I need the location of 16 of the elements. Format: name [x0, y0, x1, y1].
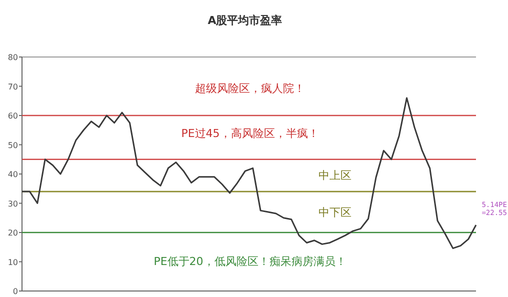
y-tick-label: 0 — [12, 287, 18, 296]
y-tick-label: 40 — [8, 170, 18, 179]
y-tick-label: 20 — [8, 228, 18, 238]
annotation: 中下区 — [318, 206, 352, 219]
y-tick-label: 50 — [8, 140, 18, 150]
y-tick-label: 70 — [8, 82, 18, 92]
y-tick-label: 60 — [8, 112, 18, 120]
line-series — [21, 97, 477, 250]
annotation: PE低于20，低风险区！痴呆病房满员！ — [154, 255, 346, 268]
annotation: PE过45，高风险区，半疯！ — [181, 127, 319, 140]
annotation: 中上区 — [318, 169, 352, 182]
y-tick-label: 30 — [8, 199, 18, 208]
chart-title: A股平均市盈率 — [208, 14, 282, 27]
annotation: 超级风险区，疯人院！ — [195, 82, 305, 95]
y-tick-label: 80 — [8, 53, 18, 62]
y-tick-label: 10 — [8, 258, 18, 267]
